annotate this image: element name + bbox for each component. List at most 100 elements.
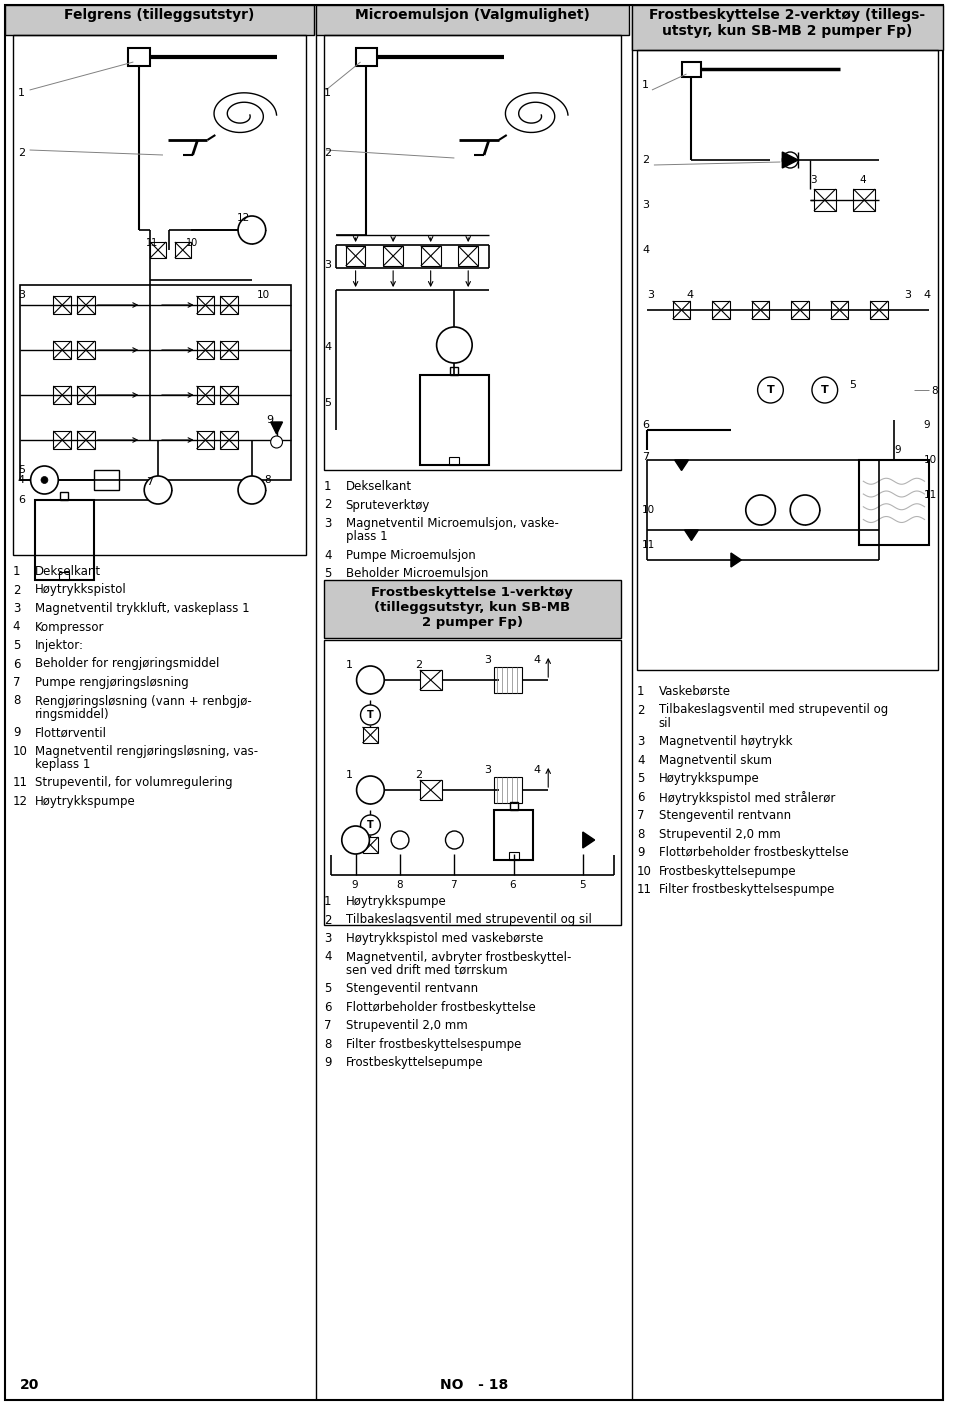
Bar [510, 802, 517, 809]
Circle shape [445, 830, 464, 849]
Bar [712, 300, 730, 319]
Text: 4: 4 [324, 548, 331, 561]
Text: 2: 2 [18, 148, 25, 158]
Text: T: T [367, 821, 373, 830]
Text: 9: 9 [351, 880, 358, 890]
Text: 3: 3 [324, 932, 331, 945]
Text: Injektor:: Injektor: [35, 639, 84, 651]
Text: Spruteverktøy: Spruteverktøy [346, 499, 430, 512]
Bar [859, 460, 928, 546]
Text: 9: 9 [637, 846, 644, 859]
Bar [791, 300, 809, 319]
Text: 7: 7 [637, 809, 644, 822]
Text: Beholder Microemulsjon: Beholder Microemulsjon [346, 567, 488, 580]
Bar [12, 35, 306, 556]
Text: 4: 4 [686, 290, 694, 300]
Text: Flottørbeholder frostbeskyttelse: Flottørbeholder frostbeskyttelse [659, 846, 849, 859]
Text: Pumpe Microemulsjon: Pumpe Microemulsjon [346, 548, 475, 561]
Text: 9: 9 [924, 420, 930, 430]
Text: 1: 1 [324, 87, 331, 99]
Text: 4: 4 [924, 290, 930, 300]
Bar [197, 341, 214, 360]
Text: Høytrykkspistol: Høytrykkspistol [35, 584, 127, 596]
Text: Strupeventil, for volumregulering: Strupeventil, for volumregulering [35, 777, 232, 790]
Bar [77, 296, 95, 314]
Text: Høytrykkspistol med strålerør: Høytrykkspistol med strålerør [659, 791, 835, 805]
Text: 8: 8 [396, 880, 403, 890]
Text: 6: 6 [12, 657, 20, 671]
Bar [493, 809, 534, 860]
Text: Høytrykkspumpe: Høytrykkspumpe [659, 773, 759, 785]
Bar [197, 431, 214, 448]
Text: 8: 8 [324, 1038, 331, 1050]
Text: sil: sil [659, 716, 672, 730]
Bar [346, 245, 366, 266]
Polygon shape [782, 152, 798, 168]
Text: 3: 3 [484, 656, 491, 666]
Text: keplass 1: keplass 1 [35, 757, 90, 771]
Text: Høytrykkspumpe: Høytrykkspumpe [346, 895, 446, 908]
Bar [355, 48, 377, 66]
Circle shape [361, 705, 380, 725]
Text: Vaskebørste: Vaskebørste [659, 685, 731, 698]
Text: 1: 1 [346, 770, 352, 780]
Bar [77, 386, 95, 405]
Bar [420, 780, 442, 799]
Text: 4: 4 [534, 766, 540, 776]
Text: 1: 1 [324, 895, 331, 908]
Bar [363, 728, 378, 743]
Text: 4: 4 [18, 475, 25, 485]
Bar [420, 375, 489, 465]
Text: Dekselkant: Dekselkant [346, 479, 412, 493]
Text: Magnetventil trykkluft, vaskeplass 1: Magnetventil trykkluft, vaskeplass 1 [35, 602, 250, 615]
Text: 2: 2 [324, 499, 331, 512]
Bar [316, 6, 629, 35]
Text: 6: 6 [637, 791, 644, 804]
Text: Magnetventil Microemulsjon, vaske-: Magnetventil Microemulsjon, vaske- [346, 517, 559, 530]
Text: Rengjøringsløsning (vann + renbgjø-: Rengjøringsløsning (vann + renbgjø- [35, 695, 252, 708]
Text: 5: 5 [324, 567, 331, 580]
Text: 7: 7 [450, 880, 457, 890]
Bar [324, 580, 621, 637]
Text: 7: 7 [12, 675, 20, 689]
Text: Frostbeskyttelse 1-verktøy
(tilleggsutstyr, kun SB-MB
2 pumper Fp): Frostbeskyttelse 1-verktøy (tilleggsutst… [372, 587, 573, 629]
Bar [220, 431, 238, 448]
Circle shape [342, 826, 370, 854]
Text: Stengeventil rentvann: Stengeventil rentvann [659, 809, 791, 822]
Text: 10: 10 [637, 864, 652, 877]
Bar [220, 341, 238, 360]
Circle shape [782, 152, 798, 168]
Circle shape [31, 465, 59, 493]
Text: 11: 11 [924, 491, 937, 501]
Text: 20: 20 [20, 1378, 39, 1392]
Text: 4: 4 [637, 754, 644, 767]
Bar [752, 300, 770, 319]
Text: Tilbakeslagsventil med strupeventil og: Tilbakeslagsventil med strupeventil og [659, 704, 888, 716]
Text: 2: 2 [637, 704, 644, 716]
Text: Dekselkant: Dekselkant [35, 565, 101, 578]
Text: 11: 11 [146, 238, 158, 248]
Bar [673, 300, 690, 319]
Polygon shape [583, 832, 594, 847]
Text: 9: 9 [267, 415, 274, 424]
Text: Kompressor: Kompressor [35, 620, 104, 633]
Text: T: T [821, 385, 828, 395]
Bar [60, 572, 69, 580]
Circle shape [356, 666, 384, 694]
Text: Magnetventil skum: Magnetventil skum [659, 754, 772, 767]
Text: 7: 7 [324, 1019, 331, 1032]
Text: 5: 5 [637, 773, 644, 785]
Circle shape [391, 830, 409, 849]
Text: 1: 1 [18, 87, 25, 99]
Text: Magnetventil rengjøringsløsning, vas-: Magnetventil rengjøringsløsning, vas- [35, 744, 257, 757]
Text: 8: 8 [931, 386, 938, 396]
Text: 2: 2 [324, 148, 331, 158]
Text: 10: 10 [185, 238, 198, 248]
Text: Flottørbeholder frostbeskyttelse: Flottørbeholder frostbeskyttelse [346, 1001, 536, 1014]
Text: Høytrykkspumpe: Høytrykkspumpe [35, 795, 135, 808]
Text: 1: 1 [346, 660, 352, 670]
Text: 1: 1 [324, 479, 331, 493]
Text: Frostbeskyttelsepumpe: Frostbeskyttelsepumpe [659, 864, 797, 877]
Text: 7: 7 [642, 453, 649, 462]
Text: 11: 11 [637, 883, 652, 897]
